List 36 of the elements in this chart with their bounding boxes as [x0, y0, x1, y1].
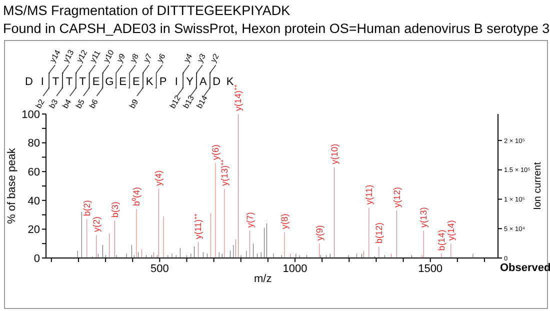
y-tick-label: 0: [34, 252, 40, 265]
chart-subtitle: Found in CAPSH_ADE03 in SwissProt, Hexon protein OS=Human adenovirus B serotype 3: [3, 21, 550, 36]
x-tick-label: 1500: [418, 262, 443, 275]
y-axis-title: % of base peak: [6, 148, 18, 224]
y-tick-label: 80: [28, 138, 40, 150]
data-label: y(9): [314, 225, 324, 241]
data-label: y(13)⁺⁺: [219, 159, 230, 186]
x-tick-label: 500: [150, 262, 169, 275]
y2-axis-title: Ion current: [532, 162, 544, 210]
data-label: b(2): [82, 200, 92, 216]
data-label: y(10): [329, 144, 340, 164]
data-label: y(11): [364, 184, 374, 205]
data-label: b(14): [436, 230, 446, 251]
data-label: y(8): [280, 214, 290, 230]
x-tick-label: 1000: [282, 262, 308, 275]
text: b2 b3 b4 b5 b6 b9 b12 b13 b14: [34, 94, 210, 110]
text: Observed: [500, 262, 550, 274]
data-label: y(4): [154, 170, 164, 186]
chart-title: MS/MS Fragmentation of DITTTEGEEKPIYADK: [3, 3, 290, 18]
text: D I T T T E G E E K P I Y A D K: [25, 76, 234, 88]
data-label: y(2): [91, 216, 102, 232]
data-label: y(6): [210, 144, 220, 160]
data-label: b(12): [374, 222, 384, 244]
y-tick-label: 40: [28, 195, 40, 208]
data-label: y(14): [446, 220, 456, 241]
y-tick-label: 20: [28, 224, 40, 236]
y-tick-label: 100: [22, 108, 40, 121]
data-label: y(12): [392, 186, 402, 208]
data-label: y(7): [244, 212, 255, 228]
x-axis-title: m/z: [254, 273, 272, 285]
data-label: y(11)⁺⁺: [193, 213, 204, 240]
data-label: b⁰(4): [131, 187, 142, 206]
data-label: b(3): [110, 202, 120, 218]
data-label: y(13): [418, 207, 429, 228]
data-label: y(14)⁺⁺: [233, 84, 244, 111]
y-tick-label: 60: [28, 166, 40, 179]
